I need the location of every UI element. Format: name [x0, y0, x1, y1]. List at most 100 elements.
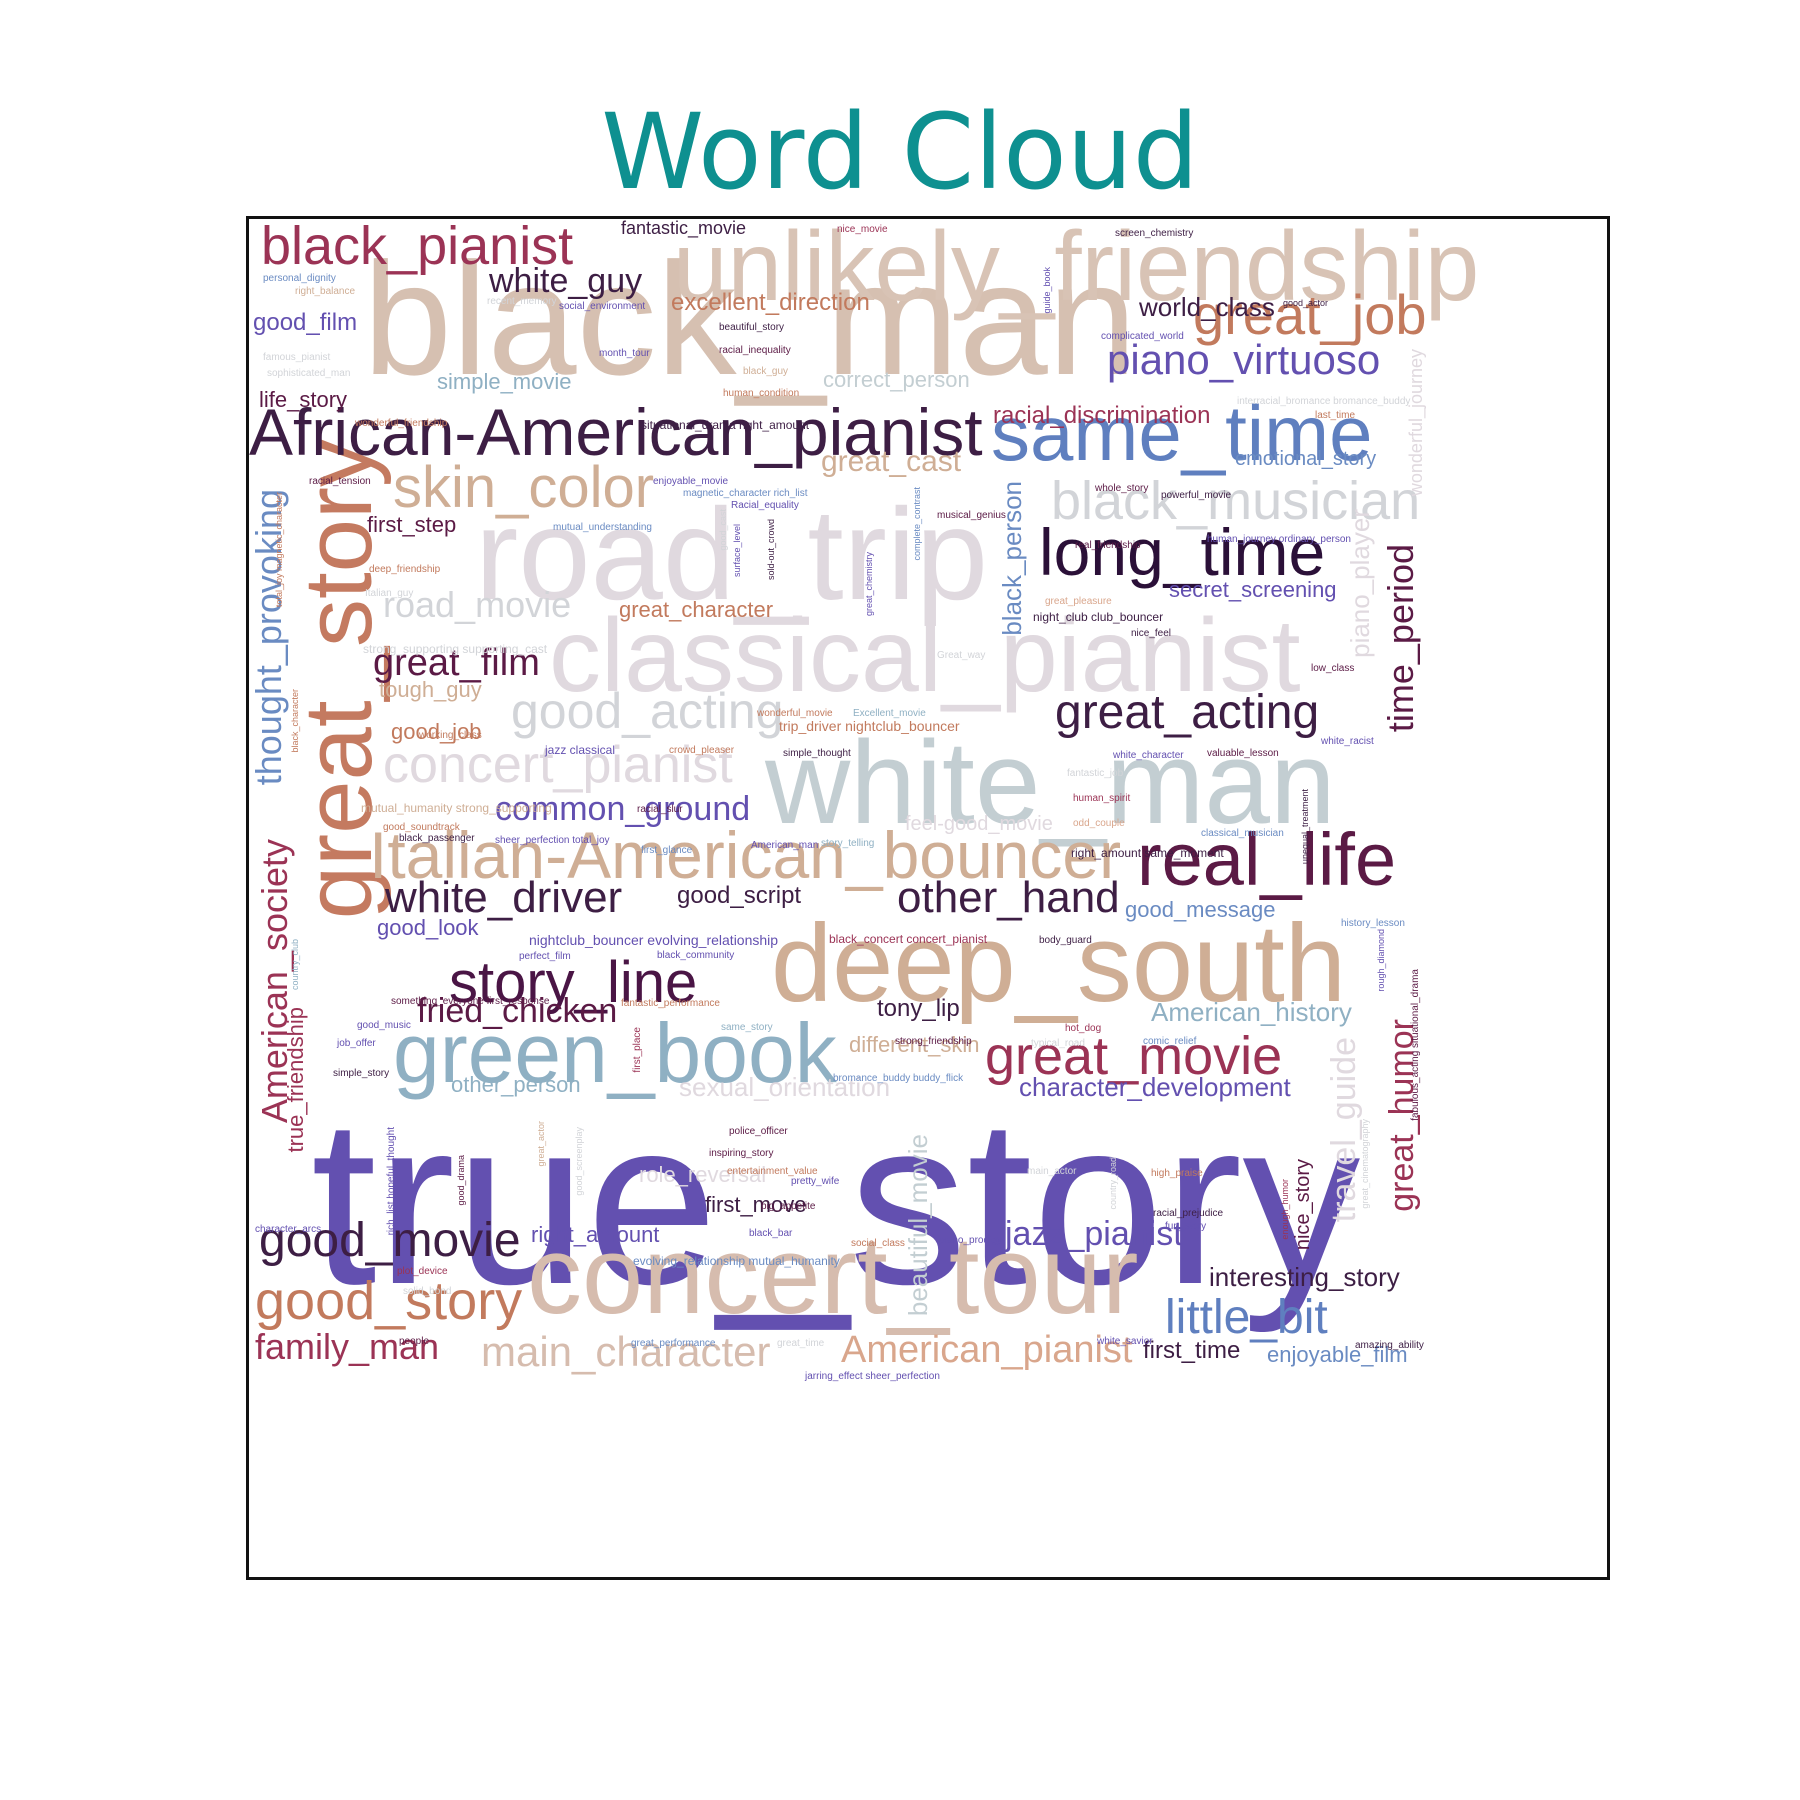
- cloud-word: great_time: [777, 1338, 825, 1349]
- cloud-word: surface_level: [732, 524, 742, 578]
- cloud-word: something_everyone first_response: [391, 996, 550, 1007]
- cloud-word: human_journey ordinary_person: [1207, 534, 1351, 545]
- cloud-word: sold-out_crowd: [766, 519, 776, 581]
- cloud-word: hot_dog: [1065, 1023, 1102, 1034]
- cloud-word: good_acting: [511, 683, 784, 739]
- cloud-word: fabulous_acting situational_drama: [1410, 969, 1421, 1121]
- cloud-word: white_man: [765, 717, 1336, 849]
- cloud-word: concert_tour: [527, 1214, 1139, 1337]
- cloud-word: long_time: [1039, 515, 1326, 589]
- cloud-word: right_amount: [531, 1222, 660, 1247]
- cloud-word: same_time: [991, 389, 1373, 477]
- cloud-word: character_arcs: [255, 1224, 322, 1235]
- cloud-word: racial_prejudice: [1153, 1208, 1224, 1219]
- cloud-word: correct_person: [823, 367, 970, 392]
- cloud-word: classical_musician: [1201, 828, 1284, 839]
- cloud-word: African-American_pianist: [249, 395, 983, 469]
- cloud-word: bromance_buddy buddy_flick: [833, 1073, 964, 1084]
- cloud-word: magnetic_character rich_list: [683, 488, 808, 499]
- cloud-word: nightclub_bouncer evolving_relationship: [529, 932, 779, 948]
- cloud-word: classical_pianist: [549, 598, 1301, 714]
- cloud-word: guide_book: [1042, 267, 1052, 314]
- cloud-word: real_friendship: [1075, 540, 1141, 551]
- cloud-word: nice_feel: [1131, 628, 1172, 639]
- cloud-word: character_development: [1019, 1072, 1291, 1102]
- cloud-word: big_appetite: [761, 1201, 816, 1212]
- cloud-word: country_road: [1108, 1157, 1118, 1210]
- cloud-word: story_telling: [821, 838, 875, 849]
- cloud-word: musical_genius: [937, 510, 1006, 521]
- cloud-word: American_man: [751, 840, 819, 851]
- cloud-word: first_place: [632, 1027, 643, 1073]
- cloud-word: night_club club_bouncer: [1033, 610, 1164, 624]
- cloud-word: tony_lip: [877, 995, 960, 1022]
- cloud-word: interesting_story: [1209, 1262, 1400, 1292]
- cloud-word: different_skin: [849, 1032, 980, 1057]
- cloud-word: right_amount same_moment: [1071, 846, 1224, 860]
- cloud-word: evolving_relationship mutual_humanity: [633, 1254, 840, 1268]
- cloud-word: amazing_ability: [1355, 1340, 1424, 1351]
- cloud-word: black_musician: [1051, 471, 1421, 531]
- cloud-word: good_look: [377, 915, 479, 940]
- cloud-word: wonderful_movie: [757, 708, 833, 719]
- cloud-word: great_performance: [631, 1338, 716, 1349]
- cloud-word: good_movie: [259, 1214, 521, 1267]
- cloud-word: wonderful_journey: [1406, 349, 1426, 497]
- cloud-word: black_community: [657, 950, 735, 961]
- cloud-word: high_praise: [1151, 1168, 1203, 1179]
- cloud-word: total_joy magnetic_character: [274, 492, 284, 608]
- cloud-word: good_soundtrack: [383, 822, 460, 833]
- cloud-word: black_pianist: [261, 216, 574, 276]
- cloud-word: strong_supporting supporting_cast: [363, 642, 548, 656]
- cloud-word: good_cast: [718, 509, 728, 551]
- cloud-word: great_actor: [536, 1121, 546, 1167]
- cloud-word: pretty_wife: [791, 1176, 840, 1187]
- cloud-word: good_screenplay: [574, 1127, 584, 1196]
- cloud-word: fantastic_movie: [621, 218, 747, 238]
- cloud-word: sexual_orientation: [679, 1072, 891, 1102]
- cloud-word: sheer_perfection total_joy: [495, 835, 610, 846]
- cloud-word: fried_chicken: [417, 992, 618, 1030]
- cloud-word: time_period: [1380, 544, 1421, 733]
- cloud-word: first_time: [1143, 1337, 1241, 1364]
- cloud-word: working_class: [419, 730, 482, 741]
- cloud-word: last_time: [1315, 410, 1356, 421]
- cloud-word: first_move: [705, 1192, 807, 1217]
- cloud-word: valuable_lesson: [1207, 748, 1279, 759]
- cloud-word: fantastic_job: [1067, 768, 1124, 779]
- cloud-word: Italian_guy: [365, 588, 414, 599]
- cloud-word: first_step: [367, 512, 457, 537]
- cloud-word: great_character: [619, 597, 774, 622]
- cloud-word: plot_device: [397, 1266, 448, 1277]
- cloud-word: wonderful_friendship: [355, 418, 448, 429]
- cloud-word: white_savior: [1097, 1336, 1153, 1347]
- cloud-word: enjoyable_film: [1267, 1342, 1408, 1367]
- cloud-word: good_drama: [456, 1155, 466, 1206]
- cloud-word: tough_guy: [379, 677, 482, 702]
- word-cloud-frame: true_story black_man unlikely_friendship ro…: [246, 216, 1610, 1580]
- page-title: Word Cloud: [601, 91, 1199, 213]
- cloud-word: body_guard: [1039, 935, 1092, 946]
- cloud-word: other_person: [451, 1072, 581, 1097]
- cloud-word: typical_road: [1031, 1038, 1085, 1049]
- cloud-word: true_story: [311, 1070, 1361, 1334]
- cloud-word: enough_humor: [1280, 1179, 1290, 1240]
- cloud-word: job_offer: [337, 1038, 376, 1049]
- cloud-word: beautiful_story: [719, 322, 785, 333]
- cloud-word: Great_way: [937, 650, 986, 661]
- cloud-word: great_film: [373, 642, 540, 684]
- cloud-word: common_ground: [495, 790, 751, 828]
- cloud-word: people: [399, 1336, 430, 1347]
- cloud-word: world_class: [1139, 292, 1275, 322]
- cloud-word: unlikely_friendship: [673, 216, 1480, 321]
- cloud-word: interracial_bromance bromance_buddy: [1237, 396, 1411, 407]
- cloud-word: other_hand: [897, 873, 1120, 922]
- cloud-word: history_lesson: [1341, 918, 1405, 929]
- cloud-word: personal_dignity: [263, 273, 336, 284]
- cloud-word: fun_story: [1165, 1221, 1207, 1232]
- cloud-word: good_job: [391, 719, 482, 744]
- cloud-word: skin_color: [393, 455, 655, 520]
- cloud-word: concert_pianist: [383, 736, 733, 794]
- cloud-word: powerful_movie: [1161, 490, 1232, 501]
- cloud-word: Racial_equality: [731, 500, 799, 511]
